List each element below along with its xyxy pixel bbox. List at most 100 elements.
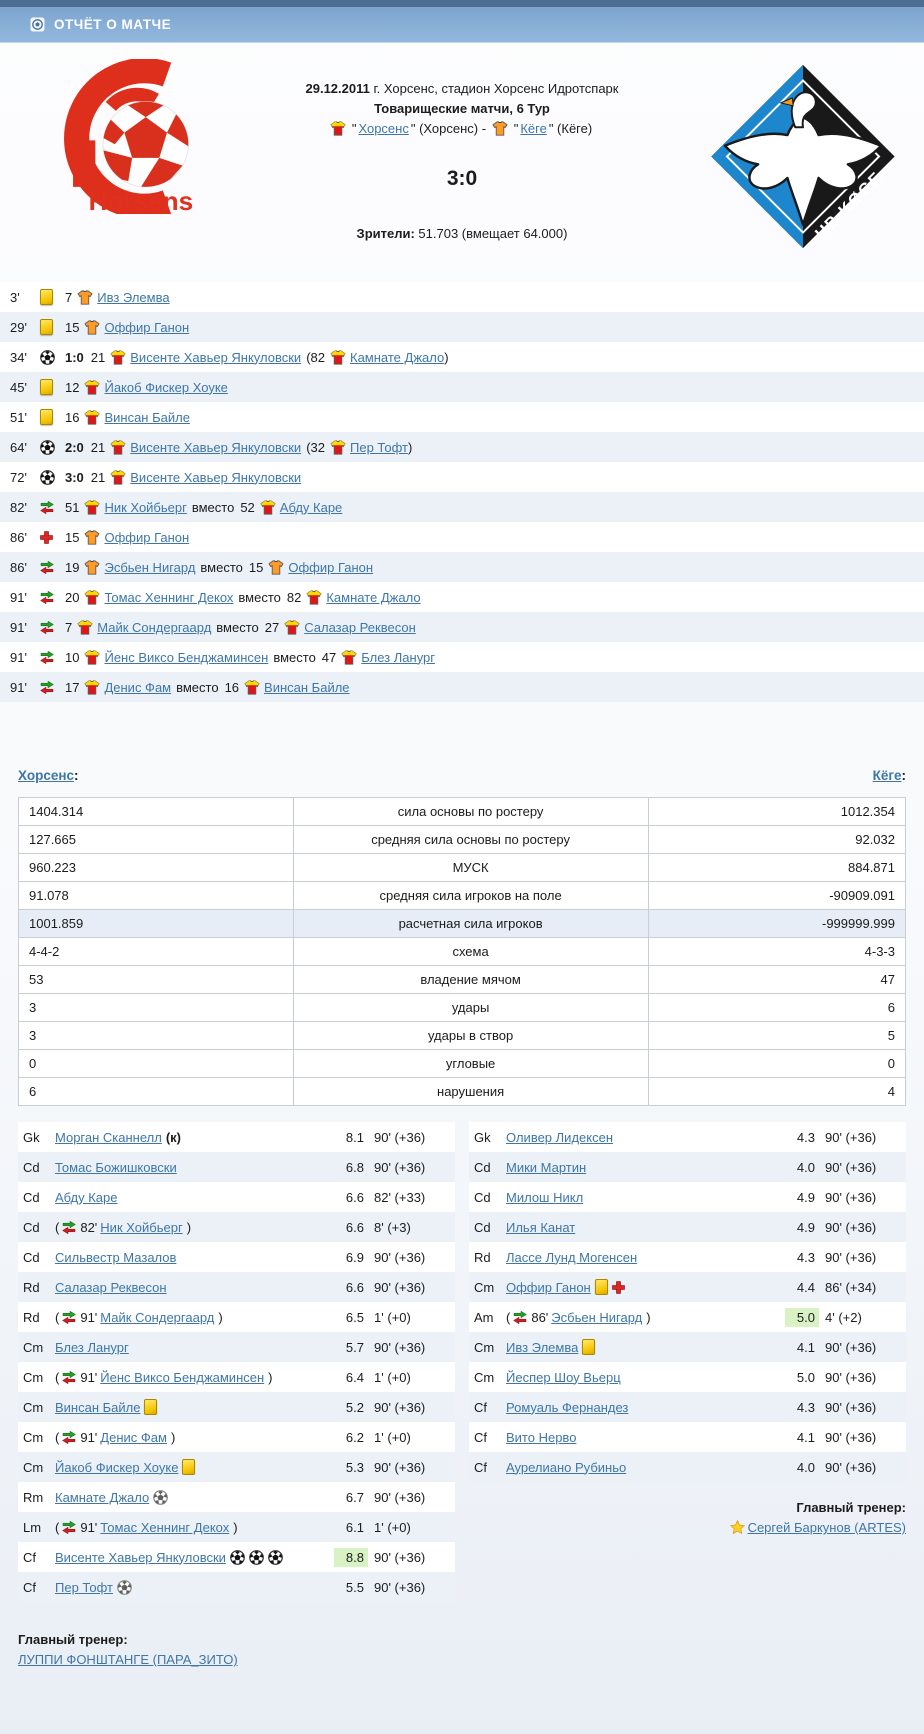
stat-label: удары: [292, 993, 649, 1022]
player-link[interactable]: Ник Хойбьерг: [104, 499, 187, 515]
player-link[interactable]: Оффир Ганон: [506, 1279, 591, 1295]
player-link[interactable]: Лассе Лунд Могенсен: [506, 1249, 638, 1265]
team-shirt-icon: [84, 499, 100, 515]
lineup-row: Cm Ивз Элемва 4.1 90' (+36): [469, 1332, 906, 1362]
player-link[interactable]: Оффир Ганон: [104, 529, 190, 545]
player-link[interactable]: Сильвестр Мазалов: [55, 1249, 177, 1265]
minutes-played: 1' (+0): [374, 1309, 411, 1325]
lineup-row: Rm Камнате Джало 6.7 90' (+36): [18, 1482, 455, 1512]
team-shirt-icon: [110, 439, 126, 455]
home-shirt-icon: [330, 121, 346, 136]
event-row: 34' 1:0 21 Висенте Хавьер Янкуловски (82 Камн…: [0, 342, 924, 372]
lineup-row: Lm (91' Томас Хеннинг Декох) 6.1 1' (+0): [18, 1512, 455, 1542]
event-score: 2:0: [65, 439, 84, 455]
replaced-player-link[interactable]: Блез Ланург: [361, 649, 436, 665]
player-link[interactable]: Морган Сканнелл: [55, 1129, 162, 1145]
replaced-player-link[interactable]: Оффир Ганон: [288, 559, 374, 575]
player-name-cell: (82' Ник Хойбьерг): [55, 1219, 192, 1235]
home-stat-value: 53: [18, 965, 294, 994]
home-stat-value: 1001.859: [18, 909, 294, 938]
lineup-row: Cm (91' Йенс Виксо Бенджаминсен) 6.4 1' (+0): [18, 1362, 455, 1392]
away-lineup-column: Gk Оливер Лидексен 4.3 90' (+36) Cd Мики Март…: [469, 1122, 906, 1538]
home-team-link[interactable]: Хорсенс: [18, 768, 74, 783]
player-link[interactable]: Майк Сондергаард: [100, 1309, 215, 1325]
replaced-player-link[interactable]: Салазар Реквесон: [304, 619, 416, 635]
stats-row: 4-4-2 схема 4-3-3: [18, 937, 907, 966]
player-link[interactable]: Майк Сондергаард: [97, 619, 212, 635]
stats-table: 1404.314 сила основы по ростеру 1012.354 12…: [18, 797, 907, 1106]
replaced-player-link[interactable]: Абду Каре: [279, 499, 343, 515]
match-info: 29.12.2011 г. Хорсенс, стадион Хорсенс И…: [230, 59, 694, 254]
player-link[interactable]: Винсан Байле: [104, 409, 190, 425]
player-link[interactable]: Йеспер Шоу Вьерц: [506, 1369, 621, 1385]
minutes-played: 90' (+36): [374, 1459, 426, 1475]
away-team-link[interactable]: Кёге: [872, 768, 902, 783]
yellow-card-icon: [582, 1339, 596, 1355]
player-link[interactable]: Йенс Виксо Бенджаминсен: [104, 649, 269, 665]
position-label: Rm: [23, 1489, 44, 1505]
assist-player-link[interactable]: Пер Тофт: [350, 439, 408, 455]
player-rating: 4.4: [796, 1279, 815, 1295]
lineup-row: Cd Мики Мартин 4.0 90' (+36): [469, 1152, 906, 1182]
player-number: 21: [90, 469, 106, 485]
player-number: 20: [65, 589, 80, 605]
player-link[interactable]: Йакоб Фискер Хоуке: [55, 1459, 179, 1475]
player-link[interactable]: Ивз Элемва: [506, 1339, 579, 1355]
player-link[interactable]: Эсбьен Нигард: [551, 1309, 643, 1325]
away-team-link[interactable]: Кёге: [520, 121, 547, 136]
player-link[interactable]: Камнате Джало: [55, 1489, 150, 1505]
player-link[interactable]: Оливер Лидексен: [506, 1129, 613, 1145]
stats-row: 0 угловые 0: [18, 1049, 907, 1078]
player-link[interactable]: Йенс Виксо Бенджаминсен: [100, 1369, 265, 1385]
page-title-bar: ОТЧЁТ О МАТЧЕ: [0, 7, 924, 43]
player-link[interactable]: Пер Тофт: [55, 1579, 113, 1595]
player-link[interactable]: Висенте Хавьер Янкуловски: [130, 469, 302, 485]
player-link[interactable]: Вито Нерво: [506, 1429, 577, 1445]
tournament-line: Товарищеские матчи, 6 Тур: [374, 100, 550, 116]
player-link[interactable]: Блез Ланург: [55, 1339, 129, 1355]
lineup-row: Cf Аурелиано Рубиньо 4.0 90' (+36): [469, 1452, 906, 1482]
player-link[interactable]: Милош Никл: [506, 1189, 584, 1205]
player-link[interactable]: Салазар Реквесон: [55, 1279, 167, 1295]
lineup-row: Gk Морган Сканнелл (к) 8.1 90' (+36): [18, 1122, 455, 1152]
player-link[interactable]: Аурелиано Рубиньо: [506, 1459, 627, 1475]
substitution-icon: [62, 1370, 77, 1384]
player-link[interactable]: Висенте Хавьер Янкуловски: [130, 349, 302, 365]
player-link[interactable]: Мики Мартин: [506, 1159, 587, 1175]
replaced-player-link[interactable]: Камнате Джало: [326, 589, 421, 605]
position-label: Cm: [23, 1459, 44, 1475]
player-link[interactable]: Оффир Ганон: [104, 319, 190, 335]
player-link[interactable]: Висенте Хавьер Янкуловски: [130, 439, 302, 455]
player-link[interactable]: Ник Хойбьерг: [100, 1219, 183, 1235]
home-coach-link[interactable]: ЛУППИ ФОНШТАНГЕ (ПАРА_ЗИТО): [18, 1652, 238, 1668]
team-shirt-icon: [84, 589, 100, 605]
final-score: 3:0: [446, 166, 478, 190]
yellow-card-icon: [594, 1279, 608, 1295]
team-shirt-icon: [110, 469, 126, 485]
position-label: Cd: [23, 1249, 40, 1265]
player-link[interactable]: Денис Фам: [104, 679, 172, 695]
stats-row: 3 удары в створ 5: [18, 1021, 907, 1050]
player-rating: 5.3: [345, 1459, 364, 1475]
replaced-player-link[interactable]: Винсан Байле: [264, 679, 350, 695]
assist-player-link[interactable]: Камнате Джало: [350, 349, 445, 365]
player-link[interactable]: Томас Хеннинг Декох: [100, 1519, 230, 1535]
player-link[interactable]: Илья Канат: [506, 1219, 576, 1235]
player-link[interactable]: Эсбьен Нигард: [104, 559, 196, 575]
event-row: 86' 19 Эсбьен Нигард вместо 15 Оффир Ганон: [0, 552, 924, 582]
player-link[interactable]: Ивз Элемва: [97, 289, 170, 305]
player-link[interactable]: Денис Фам: [100, 1429, 167, 1445]
player-link[interactable]: Томас Хеннинг Декох: [104, 589, 234, 605]
team-shirt-icon: [268, 559, 284, 575]
player-link[interactable]: Абду Каре: [55, 1189, 118, 1205]
attendance-line: Зрители: 51.703 (вмещает 64.000): [230, 224, 694, 244]
player-rating: 4.3: [796, 1129, 815, 1145]
player-link[interactable]: Винсан Байле: [55, 1399, 141, 1415]
away-coach-link[interactable]: Сергей Баркунов (ARTES): [747, 1520, 906, 1536]
player-link[interactable]: Ромуаль Фернандез: [506, 1399, 629, 1415]
player-link[interactable]: Йакоб Фискер Хоуке: [104, 379, 228, 395]
lineup-row: Cf Вито Нерво 4.1 90' (+36): [469, 1422, 906, 1452]
player-link[interactable]: Висенте Хавьер Янкуловски: [55, 1549, 226, 1565]
player-link[interactable]: Томас Божишковски: [55, 1159, 177, 1175]
home-team-link[interactable]: Хорсенс: [358, 121, 409, 136]
